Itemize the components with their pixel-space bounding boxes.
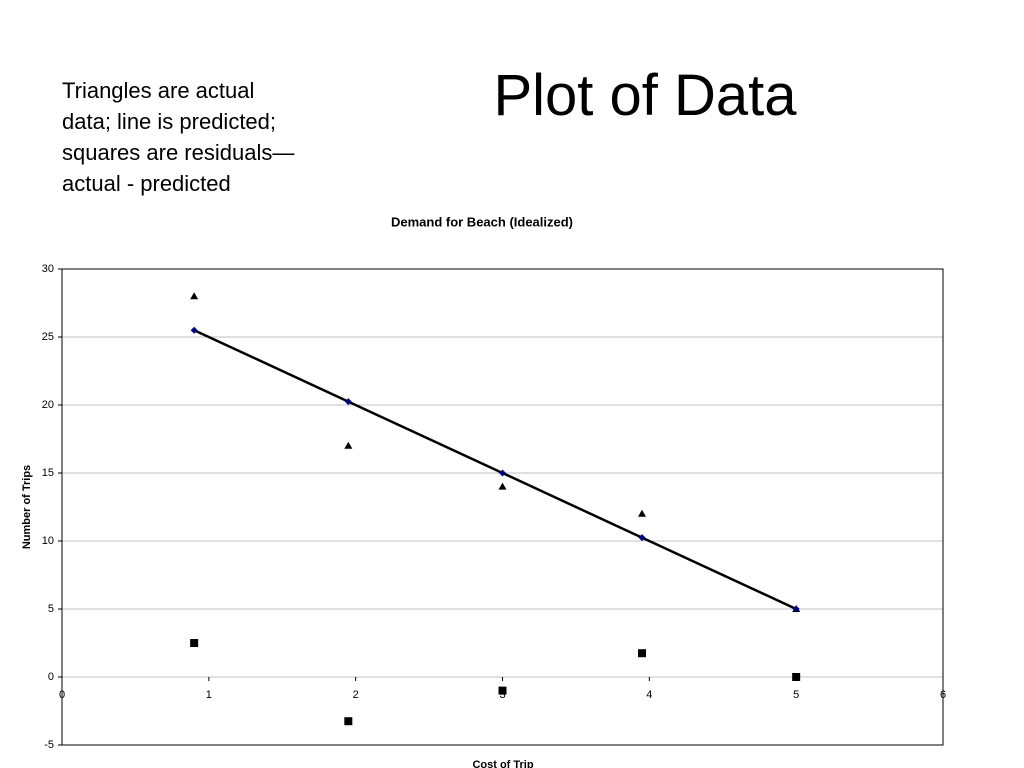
x-tick-label: 3	[499, 689, 505, 701]
point-diamond	[792, 605, 800, 613]
y-tick-label: 30	[42, 263, 54, 275]
y-tick-label: -5	[44, 739, 54, 751]
x-tick-label: 4	[646, 689, 652, 701]
x-tick-label: 5	[793, 689, 799, 701]
point-square	[792, 673, 801, 681]
point-triangle	[344, 441, 353, 449]
point-square	[190, 639, 199, 647]
x-axis-title: Cost of Trip	[472, 759, 533, 768]
slide-title: Plot of Data	[493, 63, 797, 128]
point-diamond	[638, 534, 646, 542]
y-tick-label: 15	[42, 467, 54, 479]
chart-title: Demand for Beach (Idealized)	[391, 214, 573, 229]
point-diamond	[499, 469, 506, 477]
point-square	[637, 649, 646, 658]
x-tick-label: 1	[206, 689, 212, 701]
x-tick-label: 2	[353, 689, 359, 701]
point-square	[344, 717, 353, 726]
point-triangle	[637, 509, 646, 517]
y-tick-label: 10	[42, 535, 54, 547]
y-axis-title: Number of Trips	[21, 465, 33, 549]
plot-frame	[61, 268, 944, 746]
y-tick-label: 25	[42, 331, 54, 343]
annotation: Triangles are actual data; line is predi…	[62, 78, 295, 196]
point-triangle	[498, 482, 507, 490]
point-triangle	[190, 292, 199, 300]
point-diamond	[344, 398, 352, 406]
y-tick-label: 5	[48, 603, 54, 615]
y-tick-label: 20	[42, 399, 54, 411]
y-tick-label: 0	[48, 671, 54, 683]
point-square	[498, 686, 507, 695]
series-line	[193, 329, 797, 611]
point-diamond	[190, 326, 198, 334]
